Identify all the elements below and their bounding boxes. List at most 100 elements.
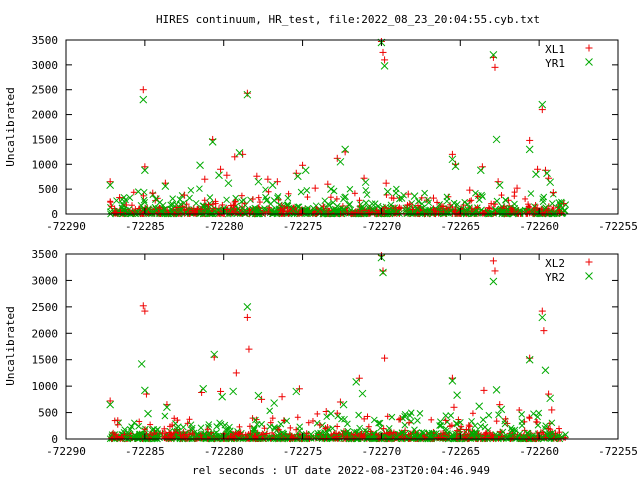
data-point-yr1 xyxy=(410,192,419,200)
data-point-xl1 xyxy=(140,192,147,199)
data-point-yr2 xyxy=(358,389,367,398)
data-point-xl1 xyxy=(466,186,474,194)
data-point-yr1 xyxy=(443,197,451,205)
data-point-yr2 xyxy=(477,422,485,430)
data-point-yr1 xyxy=(314,208,322,215)
data-point-yr1 xyxy=(283,201,291,209)
data-point-yr1 xyxy=(297,188,305,196)
y-tick-label: 2500 xyxy=(32,84,59,97)
y-tick-label: 2500 xyxy=(32,301,59,314)
bottom-legend: XL2 YR2 xyxy=(545,257,593,284)
x-tick-label: -72265 xyxy=(440,220,480,233)
data-point-xl1 xyxy=(139,86,147,94)
data-point-yr1 xyxy=(330,187,338,195)
data-point-xl2 xyxy=(111,417,118,424)
data-point-yr1 xyxy=(134,188,142,195)
data-point-xl1 xyxy=(414,202,421,209)
data-point-yr1 xyxy=(492,135,501,144)
data-point-xl1 xyxy=(513,184,521,192)
data-point-xl1 xyxy=(285,190,292,197)
data-point-xl2 xyxy=(496,401,504,409)
data-point-yr1 xyxy=(271,209,278,217)
x-tick-label: -72260 xyxy=(519,220,559,233)
data-point-yr1 xyxy=(169,201,176,208)
data-point-xl1 xyxy=(205,201,212,208)
data-point-yr1 xyxy=(478,191,485,199)
data-point-yr2 xyxy=(388,413,396,421)
data-point-yr1 xyxy=(301,166,310,175)
top-legend-label-series-1: XL1 xyxy=(545,43,565,56)
data-point-yr2 xyxy=(213,423,221,430)
data-point-yr1 xyxy=(383,187,392,196)
data-point-yr1 xyxy=(268,181,277,190)
data-point-yr1 xyxy=(424,196,432,204)
data-point-xl2 xyxy=(450,403,458,411)
data-point-yr1 xyxy=(417,209,425,217)
data-point-yr2 xyxy=(453,391,461,399)
data-point-xl1 xyxy=(560,200,567,207)
data-point-yr1 xyxy=(345,201,353,209)
data-point-xl1 xyxy=(284,208,291,215)
data-point-yr2 xyxy=(468,417,475,425)
data-point-xl2 xyxy=(334,410,341,417)
data-point-yr1 xyxy=(380,61,389,70)
bottom-y-axis-label: Uncalibrated xyxy=(4,306,17,385)
data-point-xl1 xyxy=(404,201,411,208)
data-point-yr2 xyxy=(416,409,424,417)
data-point-yr1 xyxy=(539,195,546,203)
data-point-xl1 xyxy=(230,202,237,209)
data-point-xl1 xyxy=(480,210,487,217)
data-point-xl2 xyxy=(548,406,556,414)
data-point-yr1 xyxy=(543,169,551,178)
data-point-xl1 xyxy=(351,190,358,197)
data-point-yr2 xyxy=(199,384,208,393)
y-tick-label: 1500 xyxy=(32,133,59,146)
data-point-xl2 xyxy=(305,419,312,426)
data-point-yr2 xyxy=(137,360,146,368)
data-point-yr1 xyxy=(321,197,329,205)
data-point-xl2 xyxy=(466,423,473,430)
data-point-xl2 xyxy=(294,414,301,421)
data-point-xl1 xyxy=(539,209,546,216)
data-point-xl1 xyxy=(212,200,219,207)
data-point-xl2 xyxy=(334,423,341,430)
y-tick-label: 3000 xyxy=(32,274,59,287)
data-point-yr1 xyxy=(489,51,498,59)
data-point-yr1 xyxy=(460,209,468,217)
data-point-xl1 xyxy=(180,191,188,199)
data-point-yr2 xyxy=(327,409,335,418)
data-point-yr1 xyxy=(192,199,200,207)
data-point-xl1 xyxy=(404,190,412,198)
data-point-yr2 xyxy=(135,422,142,430)
data-point-xl2 xyxy=(261,425,268,432)
data-point-yr2 xyxy=(141,386,149,395)
data-point-xl1 xyxy=(379,48,387,56)
data-point-yr1 xyxy=(262,193,269,201)
data-point-yr1 xyxy=(538,100,547,109)
data-point-xl1 xyxy=(490,201,497,208)
x-tick-label: -72255 xyxy=(598,220,638,233)
data-point-xl1 xyxy=(130,189,137,196)
data-point-xl2 xyxy=(555,425,562,432)
data-point-yr1 xyxy=(502,197,510,204)
data-point-xl1 xyxy=(223,171,231,179)
data-point-xl1 xyxy=(277,206,284,213)
data-point-xl1 xyxy=(255,194,262,201)
y-tick-label: 500 xyxy=(38,407,58,420)
x-axis-label: rel seconds : UT date 2022-08-23T20:04:4… xyxy=(192,464,490,477)
data-point-yr2 xyxy=(530,410,537,418)
data-point-yr1 xyxy=(152,195,160,203)
data-point-yr1 xyxy=(342,193,349,201)
data-point-xl2 xyxy=(384,413,391,420)
data-point-yr1 xyxy=(320,209,328,216)
x-tick-label: -72270 xyxy=(362,220,402,233)
data-point-xl1 xyxy=(243,89,251,97)
data-point-yr1 xyxy=(530,203,538,210)
y-tick-label: 1000 xyxy=(32,158,59,171)
chart-title: HIRES continuum, HR_test, file:2022_08_2… xyxy=(156,13,540,26)
data-point-xl1 xyxy=(434,199,441,206)
data-point-yr1 xyxy=(232,194,240,202)
data-point-xl1 xyxy=(430,207,437,214)
data-point-yr2 xyxy=(375,419,382,427)
data-point-xl1 xyxy=(198,206,205,213)
